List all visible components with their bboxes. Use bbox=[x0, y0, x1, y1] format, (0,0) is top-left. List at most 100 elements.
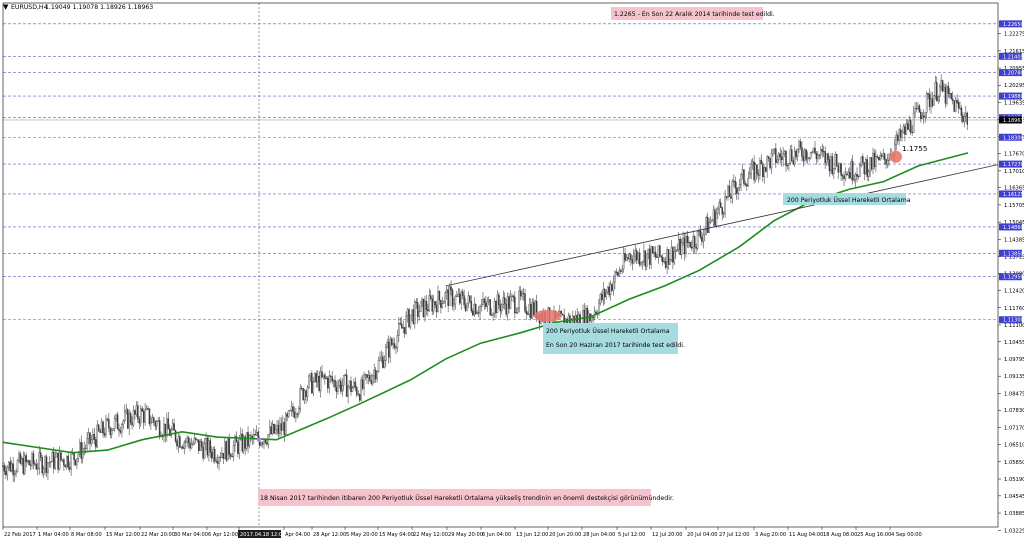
candle-body bbox=[605, 291, 607, 298]
candle-body bbox=[479, 306, 481, 314]
candle-body bbox=[643, 250, 645, 262]
candle-body bbox=[99, 430, 101, 433]
candle-body bbox=[360, 379, 362, 401]
candle-body bbox=[735, 187, 738, 194]
candle-body bbox=[74, 459, 77, 465]
ohlc-readout: 1.19049 1.19078 1.18926 1.18963 bbox=[45, 4, 153, 11]
candle-body bbox=[851, 161, 854, 180]
candle-body bbox=[356, 387, 358, 395]
candle-body bbox=[193, 437, 196, 445]
candle-body bbox=[522, 292, 525, 294]
candle-body bbox=[733, 180, 735, 182]
candle-body bbox=[931, 98, 934, 106]
candle-body bbox=[434, 301, 436, 306]
candle-body bbox=[396, 335, 399, 349]
candle-body bbox=[292, 406, 294, 413]
candle-body bbox=[638, 252, 641, 265]
candle-body bbox=[895, 135, 897, 145]
candle-body bbox=[403, 327, 406, 334]
candle-body bbox=[517, 307, 519, 313]
candle-body bbox=[456, 295, 458, 297]
candle-body bbox=[717, 208, 719, 214]
candle-body bbox=[883, 153, 886, 160]
candle-body bbox=[720, 202, 722, 208]
price-level-tag-text: 1.14860 bbox=[1003, 225, 1024, 231]
candle-body bbox=[599, 293, 602, 304]
x-tick-label: 11 Aug 04:00 bbox=[789, 532, 823, 538]
candle-body bbox=[103, 432, 106, 436]
candle-body bbox=[186, 437, 188, 443]
candle-body bbox=[222, 453, 225, 459]
x-highlight-tag-text: 2017.04.18 12:00 bbox=[240, 532, 285, 538]
price-level-tag bbox=[999, 249, 1022, 257]
candle-body bbox=[363, 374, 365, 389]
candle-body bbox=[447, 289, 449, 306]
candle-body bbox=[173, 423, 175, 431]
candle-body bbox=[772, 149, 774, 154]
candle-body bbox=[376, 371, 378, 380]
candle-body bbox=[754, 164, 757, 181]
candle-body bbox=[405, 315, 407, 334]
candle-body bbox=[399, 323, 402, 325]
candle-body bbox=[199, 441, 201, 451]
candle-body bbox=[711, 219, 713, 222]
candle-body bbox=[812, 147, 815, 153]
candle-body bbox=[954, 100, 957, 112]
candle-body bbox=[457, 293, 460, 297]
candle-body bbox=[621, 268, 623, 272]
candle-body bbox=[348, 380, 351, 388]
candle-body bbox=[857, 176, 860, 178]
candle-body bbox=[511, 295, 513, 297]
candle-body bbox=[686, 236, 689, 244]
candle-body bbox=[741, 169, 744, 175]
candle-body bbox=[811, 151, 813, 153]
candle-body bbox=[946, 86, 948, 104]
candle-body bbox=[211, 451, 213, 459]
candle-body bbox=[837, 165, 839, 173]
candle-body bbox=[350, 380, 352, 392]
x-tick-label: 20 Jul 04:00 bbox=[687, 532, 718, 538]
candle-body bbox=[667, 249, 670, 265]
candle-body bbox=[174, 430, 177, 442]
x-tick-label: 22 May 12:00 bbox=[413, 532, 448, 538]
symbol-label: EURUSD,H4 bbox=[11, 4, 48, 11]
candle-body bbox=[241, 433, 243, 452]
candle-body bbox=[443, 301, 445, 304]
candle-body bbox=[90, 439, 93, 444]
candle-body bbox=[724, 196, 726, 214]
candle-body bbox=[782, 153, 784, 160]
candle-body bbox=[651, 246, 654, 254]
price-level-tag bbox=[999, 223, 1022, 231]
candle-body bbox=[965, 112, 967, 117]
candle-body bbox=[357, 394, 360, 396]
candle-body bbox=[212, 449, 214, 459]
x-tick-label: 28 Jun 04:00 bbox=[583, 532, 615, 538]
candle-body bbox=[293, 411, 296, 418]
candle-body bbox=[737, 187, 739, 194]
symbol-dropdown-icon[interactable]: ▼ bbox=[3, 3, 9, 11]
candle-body bbox=[77, 453, 80, 459]
candle-body bbox=[414, 301, 416, 324]
candle-body bbox=[57, 452, 59, 470]
candle-body bbox=[940, 80, 942, 87]
candle-body bbox=[474, 304, 477, 315]
candle-body bbox=[666, 249, 668, 268]
candle-body bbox=[844, 173, 847, 179]
candle-body bbox=[493, 301, 496, 314]
candle-body bbox=[850, 161, 853, 179]
candle-body bbox=[853, 179, 855, 181]
y-tick-label: 1.15045 bbox=[1004, 220, 1024, 226]
candle-body bbox=[324, 374, 326, 379]
candle-body bbox=[617, 272, 619, 276]
candle-body bbox=[953, 100, 955, 112]
candle-body bbox=[106, 418, 109, 420]
candle-body bbox=[867, 171, 870, 177]
candle-body bbox=[261, 442, 264, 445]
candle-body bbox=[809, 152, 812, 159]
candle-body bbox=[256, 432, 258, 436]
candle-body bbox=[767, 156, 770, 159]
april-note-box bbox=[258, 489, 651, 506]
candle-body bbox=[836, 154, 838, 167]
